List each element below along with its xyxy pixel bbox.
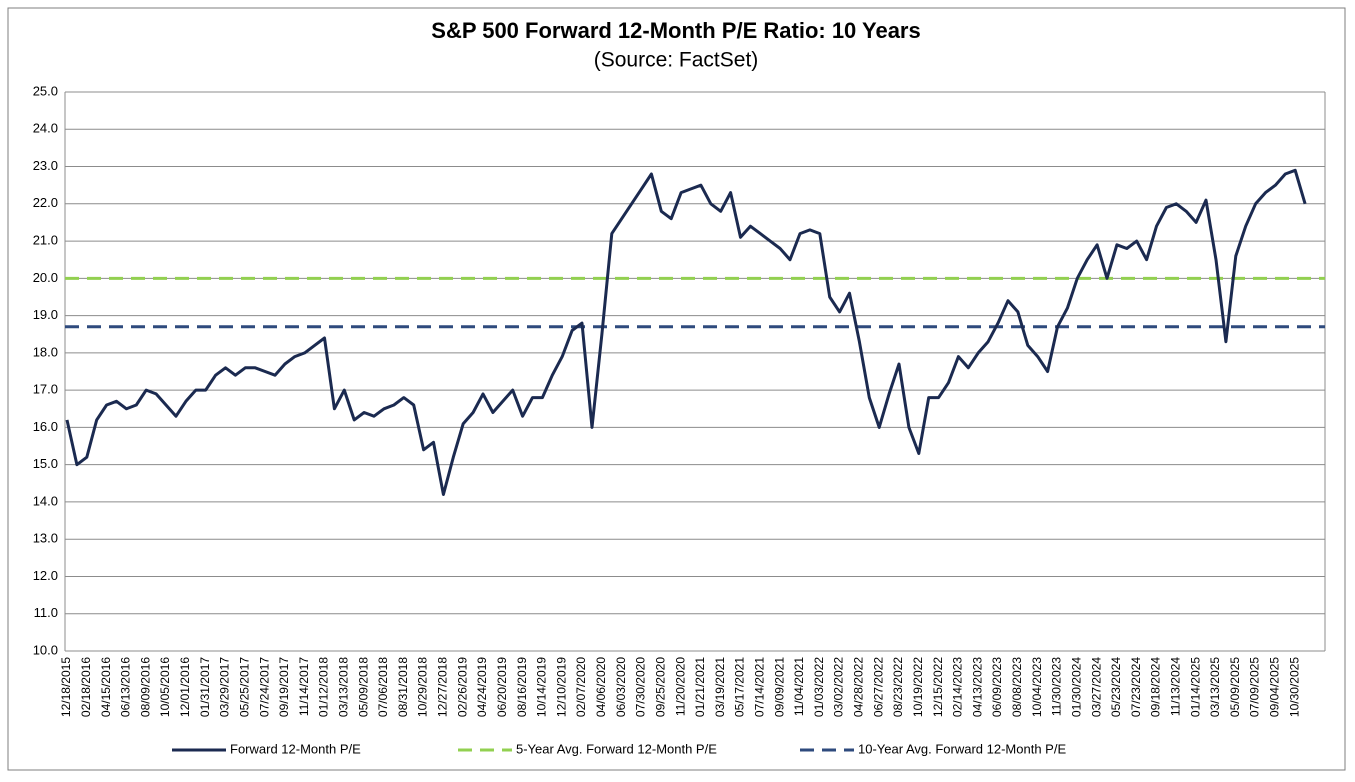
x-tick-label: 11/30/2023 <box>1050 657 1064 716</box>
y-tick-label: 10.0 <box>33 642 58 657</box>
chart-frame <box>7 7 1346 771</box>
x-tick-label: 09/09/2021 <box>772 657 786 717</box>
x-tick-label: 01/12/2018 <box>317 657 331 717</box>
x-tick-label: 06/20/2019 <box>495 657 509 717</box>
x-tick-label: 11/20/2020 <box>673 657 687 716</box>
x-tick-label: 06/27/2022 <box>871 657 885 717</box>
y-tick-label: 14.0 <box>33 493 58 508</box>
x-tick-label: 12/01/2016 <box>178 657 192 717</box>
y-tick-label: 15.0 <box>33 456 58 471</box>
x-tick-label: 06/03/2020 <box>614 657 628 717</box>
x-tick-label: 09/04/2025 <box>1268 657 1282 717</box>
y-tick-label: 23.0 <box>33 158 58 173</box>
y-tick-label: 16.0 <box>33 419 58 434</box>
x-tick-label: 09/18/2024 <box>1149 657 1163 717</box>
chart-subtitle: (Source: FactSet) <box>594 49 759 72</box>
x-tick-label: 03/29/2017 <box>218 657 232 717</box>
x-tick-label: 07/14/2021 <box>753 657 767 717</box>
x-tick-label: 12/27/2018 <box>436 657 450 717</box>
x-tick-label: 10/05/2016 <box>158 657 172 717</box>
x-tick-label: 01/03/2022 <box>812 657 826 717</box>
x-tick-label: 10/14/2019 <box>535 657 549 717</box>
x-tick-label: 11/14/2017 <box>297 657 311 716</box>
x-tick-label: 07/24/2017 <box>257 657 271 717</box>
x-tick-label: 07/23/2024 <box>1129 657 1143 717</box>
x-tick-label: 11/13/2024 <box>1169 657 1183 716</box>
x-tick-label: 03/13/2025 <box>1208 657 1222 717</box>
x-tick-label: 01/21/2021 <box>693 657 707 717</box>
y-tick-label: 22.0 <box>33 195 58 210</box>
x-tick-label: 12/10/2019 <box>554 657 568 717</box>
x-tick-label: 01/30/2024 <box>1069 657 1083 717</box>
x-tick-label: 05/25/2017 <box>237 657 251 717</box>
y-tick-label: 19.0 <box>33 307 58 322</box>
x-tick-label: 08/23/2022 <box>891 657 905 717</box>
x-tick-label: 02/14/2023 <box>951 657 965 717</box>
x-tick-label: 08/08/2023 <box>1010 657 1024 717</box>
y-tick-label: 12.0 <box>33 568 58 583</box>
x-tick-label: 06/09/2023 <box>990 657 1004 717</box>
x-tick-label: 03/19/2021 <box>713 657 727 717</box>
x-tick-label: 09/25/2020 <box>653 657 667 717</box>
x-tick-label: 04/24/2019 <box>475 657 489 717</box>
x-tick-label: 05/23/2024 <box>1109 657 1123 717</box>
x-tick-label: 10/30/2025 <box>1287 657 1301 717</box>
x-tick-label: 04/06/2020 <box>594 657 608 717</box>
x-tick-label: 02/18/2016 <box>79 657 93 717</box>
x-tick-label: 07/06/2018 <box>376 657 390 717</box>
x-tick-label: 10/19/2022 <box>911 657 925 717</box>
x-tick-label: 05/17/2021 <box>733 657 747 717</box>
chart-title: S&P 500 Forward 12-Month P/E Ratio: 10 Y… <box>431 18 920 43</box>
x-tick-label: 12/15/2022 <box>931 657 945 717</box>
x-tick-label: 12/18/2015 <box>59 657 73 717</box>
x-tick-label: 02/26/2019 <box>455 657 469 717</box>
y-tick-label: 25.0 <box>33 83 58 98</box>
x-tick-label: 03/27/2024 <box>1089 657 1103 717</box>
legend-label: 5-Year Avg. Forward 12-Month P/E <box>516 741 717 756</box>
x-tick-label: 08/31/2018 <box>396 657 410 717</box>
y-tick-label: 20.0 <box>33 270 58 285</box>
y-tick-label: 11.0 <box>34 605 58 620</box>
x-tick-label: 09/19/2017 <box>277 657 291 717</box>
x-tick-label: 05/09/2018 <box>356 657 370 717</box>
legend-label: 10-Year Avg. Forward 12-Month P/E <box>858 741 1066 756</box>
x-tick-label: 03/02/2022 <box>832 657 846 717</box>
x-tick-label: 06/13/2016 <box>119 657 133 717</box>
y-tick-label: 17.0 <box>33 382 58 397</box>
x-tick-label: 08/09/2016 <box>138 657 152 717</box>
y-tick-label: 21.0 <box>33 233 58 248</box>
x-tick-label: 04/28/2022 <box>852 657 866 717</box>
x-tick-label: 01/14/2025 <box>1188 657 1202 717</box>
x-tick-label: 05/09/2025 <box>1228 657 1242 717</box>
x-tick-label: 02/07/2020 <box>574 657 588 717</box>
x-tick-label: 11/04/2021 <box>792 657 806 716</box>
x-tick-label: 04/15/2016 <box>99 657 113 717</box>
x-tick-label: 07/30/2020 <box>634 657 648 717</box>
x-tick-label: 03/13/2018 <box>337 657 351 717</box>
series-line <box>65 168 1307 496</box>
y-tick-label: 24.0 <box>33 121 58 136</box>
legend-label: Forward 12-Month P/E <box>230 741 361 756</box>
x-tick-label: 10/29/2018 <box>416 657 430 717</box>
y-tick-label: 18.0 <box>33 344 58 359</box>
x-tick-label: 04/13/2023 <box>970 657 984 717</box>
x-tick-label: 07/09/2025 <box>1248 657 1262 717</box>
x-tick-label: 01/31/2017 <box>198 657 212 717</box>
y-tick-label: 13.0 <box>33 531 58 546</box>
x-tick-label: 08/16/2019 <box>515 657 529 717</box>
x-tick-label: 10/04/2023 <box>1030 657 1044 717</box>
